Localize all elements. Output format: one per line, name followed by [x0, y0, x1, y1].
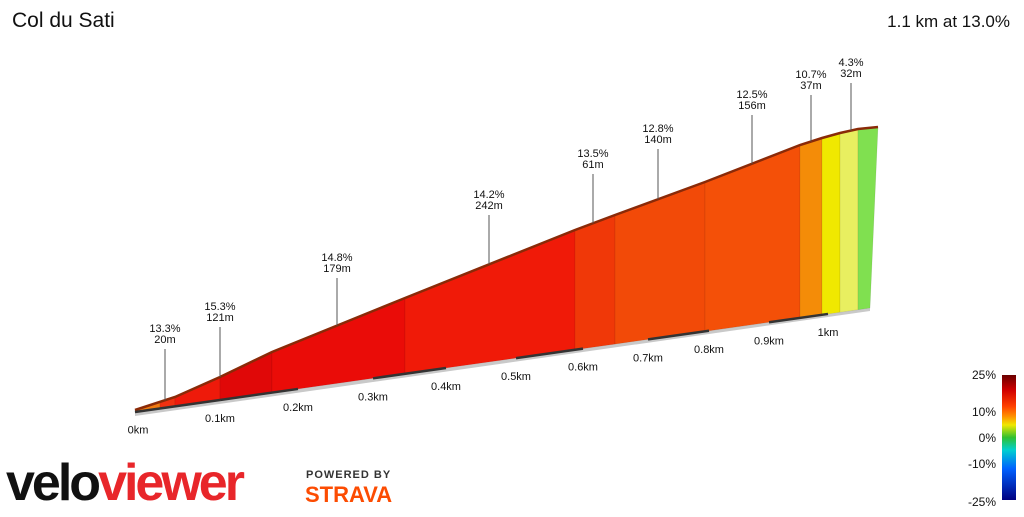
distance-label: 0.2km	[283, 402, 313, 414]
distance-label: 0km	[128, 425, 149, 437]
title: Col du Sati	[12, 9, 115, 32]
segment-length: 32m	[840, 68, 861, 80]
segment-grade: 14.2%	[473, 189, 504, 201]
grade-legend-bar	[1002, 375, 1016, 500]
segment-length: 20m	[154, 334, 175, 346]
distance-label: 0.9km	[754, 335, 784, 347]
distance-label: 0.3km	[358, 391, 388, 403]
segment-length: 37m	[800, 80, 821, 92]
segment-grade: 10.7%	[795, 69, 826, 81]
segment-grade: 4.3%	[838, 57, 863, 69]
grade-band	[839, 128, 859, 313]
distance-label: 0.1km	[205, 413, 235, 425]
segment-grade: 12.5%	[736, 89, 767, 101]
distance-label: 0.4km	[431, 381, 461, 393]
segment-length: 242m	[475, 200, 503, 212]
grade-band	[704, 144, 801, 332]
segment-grade: 13.5%	[577, 148, 608, 160]
grade-band	[614, 181, 706, 345]
distance-dash	[647, 329, 710, 341]
distance-label: 0.8km	[694, 344, 724, 356]
segment-grade: 13.3%	[149, 323, 180, 335]
segment-grade: 15.3%	[204, 301, 235, 313]
segment-length: 140m	[644, 134, 672, 146]
distance-dash	[134, 398, 221, 414]
grade-band	[857, 126, 879, 311]
distance-dash	[372, 366, 447, 380]
profile: 0km 0.1km 0.2km 0.3km 0.4km 0.5km 0.6km 0.7km 0.…	[128, 57, 879, 437]
legend-tick-label: -25%	[968, 495, 996, 509]
distance-dash	[768, 312, 829, 324]
grade-band	[574, 214, 616, 351]
segment-length: 179m	[323, 263, 351, 275]
legend-tick-label: 0%	[979, 431, 997, 445]
segment-grade: 12.8%	[642, 123, 673, 135]
distance-label: 0.5km	[501, 371, 531, 383]
grade-band	[821, 132, 841, 316]
grade-band	[799, 137, 823, 319]
legend-tick-label: 25%	[972, 368, 996, 382]
logo-part: viewer	[98, 454, 245, 512]
segment-length: 61m	[582, 159, 603, 171]
distance-dash	[515, 347, 584, 360]
segment-grade: 14.8%	[321, 252, 352, 264]
summary: 1.1 km at 13.0%	[887, 12, 1010, 31]
distance-dash	[219, 387, 299, 402]
distance-label: 1km	[818, 327, 839, 339]
legend-tick-label: 10%	[972, 405, 996, 419]
strava-logo: STRAVA	[305, 482, 392, 507]
logo-part: velo	[6, 454, 99, 512]
powered-by: POWERED BY	[306, 469, 391, 481]
segment-length: 121m	[206, 312, 234, 324]
segment-length: 156m	[738, 100, 766, 112]
distance-label: 0.6km	[568, 362, 598, 374]
legend-tick-label: -10%	[968, 457, 996, 471]
logo: veloviewer	[6, 454, 245, 512]
distance-label: 0.7km	[633, 352, 663, 364]
